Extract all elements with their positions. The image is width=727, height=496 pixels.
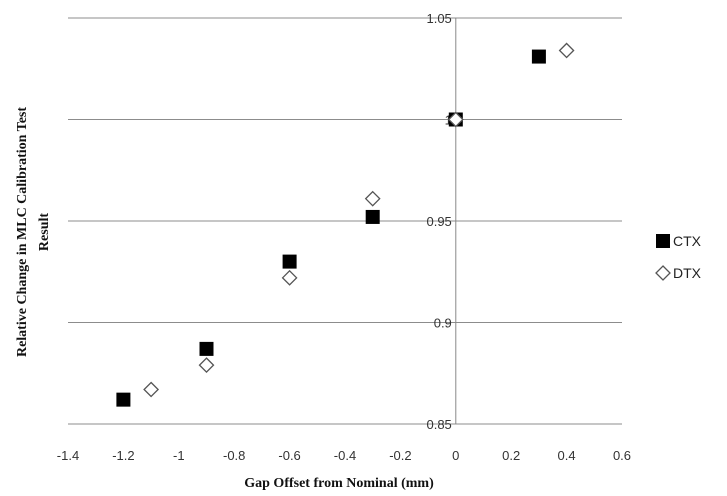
x-tick-label: 0.6 (613, 448, 631, 463)
x-tick-label: 0 (452, 448, 459, 463)
x-tick-label: -0.2 (389, 448, 411, 463)
x-tick-label: -1 (173, 448, 185, 463)
grid-lines (68, 17, 622, 425)
point-dtx (447, 111, 464, 128)
y-axis-title-line-1: Relative Change in MLC Calibration Test (15, 107, 30, 357)
y-tick-labels: 0.85 0.9 0.95 1 1.05 (426, 11, 451, 432)
x-tick-label: -1.2 (112, 448, 134, 463)
point-ctx (282, 254, 297, 269)
y-tick-label: 0.9 (434, 316, 452, 331)
x-tick-label: -0.8 (223, 448, 245, 463)
y-axis-title-line-2: Result (37, 213, 52, 251)
point-dtx (143, 381, 160, 398)
point-dtx (281, 269, 298, 286)
point-dtx (198, 357, 215, 374)
x-tick-label: -0.6 (278, 448, 300, 463)
x-tick-label: 0.4 (558, 448, 576, 463)
x-tick-label: 0.2 (502, 448, 520, 463)
point-ctx (531, 49, 546, 64)
point-ctx (365, 209, 380, 224)
y-tick-label: 1 (445, 113, 452, 128)
y-tick-label: 0.85 (426, 417, 451, 432)
point-ctx (199, 341, 214, 356)
y-tick-label: 1.05 (426, 11, 451, 26)
legend-label-dtx: DTX (673, 265, 702, 281)
x-tick-label: -0.4 (334, 448, 356, 463)
y-tick-label: 0.95 (426, 214, 451, 229)
legend-marker-dtx (655, 265, 671, 281)
point-dtx (364, 190, 381, 207)
point-ctx (116, 392, 131, 407)
legend-marker-ctx (656, 234, 670, 248)
data-points (116, 42, 575, 407)
legend: CTX DTX (655, 233, 702, 281)
x-tick-labels: -1.4 -1.2 -1 -0.8 -0.6 -0.4 -0.2 0 0.2 0.4 0.6 (57, 448, 631, 463)
x-axis-title: Gap Offset from Nominal (mm) (244, 476, 434, 491)
x-tick-label: -1.4 (57, 448, 79, 463)
legend-label-ctx: CTX (673, 233, 702, 249)
point-dtx (558, 42, 575, 59)
